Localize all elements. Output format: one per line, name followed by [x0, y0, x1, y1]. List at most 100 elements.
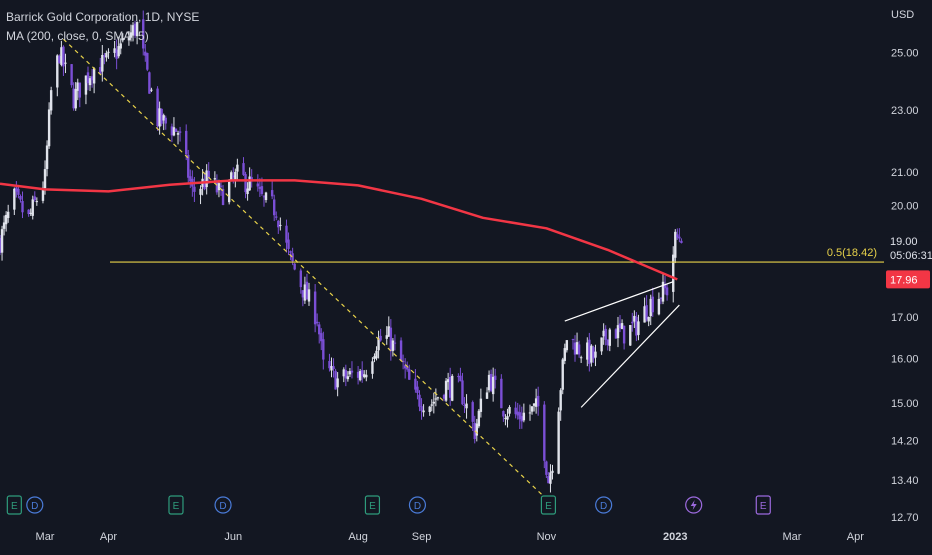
candle-body — [446, 379, 450, 383]
candle-body — [215, 180, 219, 193]
x-tick-label: Sep — [412, 531, 432, 543]
candle-body — [371, 361, 374, 374]
candle-body — [422, 410, 425, 413]
candle-body — [428, 406, 431, 412]
candle-body — [131, 25, 135, 36]
candle-body — [330, 365, 333, 371]
candle-body — [2, 222, 6, 229]
candle-body — [86, 72, 90, 84]
dividend-event-icon — [26, 496, 44, 514]
candle-body — [614, 329, 618, 339]
candle-body — [547, 476, 550, 484]
candle-body — [487, 374, 491, 391]
candle-body — [420, 406, 423, 411]
candle-body — [29, 212, 32, 214]
candle-body — [217, 183, 221, 191]
candle-body — [33, 196, 36, 201]
candle-body — [291, 253, 294, 262]
candle-body — [557, 411, 560, 474]
candle-body — [146, 53, 149, 70]
candle-body — [373, 356, 376, 359]
candle-body — [277, 220, 280, 228]
candle-body — [418, 394, 421, 407]
candle-body — [579, 357, 583, 359]
candle-body — [170, 126, 174, 136]
candle-body — [594, 351, 597, 358]
candle-body — [442, 394, 446, 399]
candle-body — [604, 328, 607, 340]
candle-body — [162, 115, 165, 121]
candle-body — [506, 416, 509, 420]
candle-body — [516, 411, 519, 416]
candle-body — [336, 378, 339, 388]
x-tick-label: Apr — [100, 531, 117, 543]
y-tick-label: 14.20 — [891, 435, 919, 447]
y-tick-label: 12.70 — [891, 512, 919, 524]
candle-body — [618, 323, 622, 329]
candle-body — [189, 176, 192, 182]
candle-body — [35, 201, 39, 203]
candle-body — [500, 378, 503, 409]
candle-body — [631, 321, 634, 324]
candle-body — [56, 55, 59, 88]
candle-body — [105, 52, 108, 58]
candle-body — [205, 170, 208, 188]
earnings-event-letter: E — [369, 501, 376, 512]
candle-body — [47, 109, 51, 147]
candle-body — [148, 72, 151, 94]
candle-body — [258, 187, 262, 189]
candle-body — [322, 339, 325, 360]
candle-body — [401, 360, 405, 363]
candle-body — [6, 211, 10, 219]
candle-body — [127, 37, 131, 41]
candle-body — [645, 305, 648, 320]
candle-body — [606, 339, 609, 346]
ma-value-label: 17.96 — [890, 274, 918, 286]
candle-body — [520, 416, 524, 422]
candle-body — [88, 78, 92, 86]
candle-body — [377, 338, 380, 351]
wedge-upper-line — [564, 281, 674, 322]
earnings-event-letter: E — [760, 501, 767, 512]
candle-body — [528, 412, 532, 414]
candle-body — [164, 117, 167, 124]
candle-body — [121, 38, 124, 41]
candle-body — [117, 46, 120, 57]
symbol-title[interactable]: Barrick Gold Corporation, 1D, NYSE — [6, 10, 200, 24]
candle-body — [313, 291, 317, 325]
candle-body — [236, 164, 239, 172]
candle-body — [242, 163, 245, 175]
countdown-label: 05:06:31 — [890, 250, 932, 262]
y-tick-label: 17.00 — [891, 312, 919, 324]
candle-body — [348, 371, 352, 375]
candle-body — [406, 367, 409, 370]
dividend-event-icon — [595, 496, 613, 514]
candle-body — [221, 188, 225, 205]
x-tick-label: Apr — [847, 531, 864, 543]
candle-body — [477, 410, 481, 427]
ma200-line — [0, 179, 678, 281]
y-tick-label: 13.40 — [891, 475, 919, 487]
candle-body — [273, 199, 276, 216]
candle-body — [430, 404, 433, 406]
indicator-title[interactable]: MA (200, close, 0, SMA, 5) — [6, 29, 149, 43]
candle-body — [301, 290, 305, 298]
candle-body — [475, 423, 478, 436]
candle-body — [408, 369, 411, 380]
candle-body — [651, 296, 654, 313]
candle-body — [31, 199, 34, 216]
earnings-event-icon — [6, 495, 22, 515]
candle-body — [571, 339, 575, 341]
candle-body — [187, 154, 190, 178]
fib-0-5-label: 0.5(18.42) — [827, 247, 877, 259]
candle-body — [543, 404, 546, 461]
candle-body — [379, 335, 382, 341]
candle-body — [303, 284, 307, 301]
candle-body — [72, 88, 75, 109]
candle-body — [150, 89, 153, 91]
earnings-event-letter: E — [545, 501, 552, 512]
candle-body — [545, 461, 548, 475]
